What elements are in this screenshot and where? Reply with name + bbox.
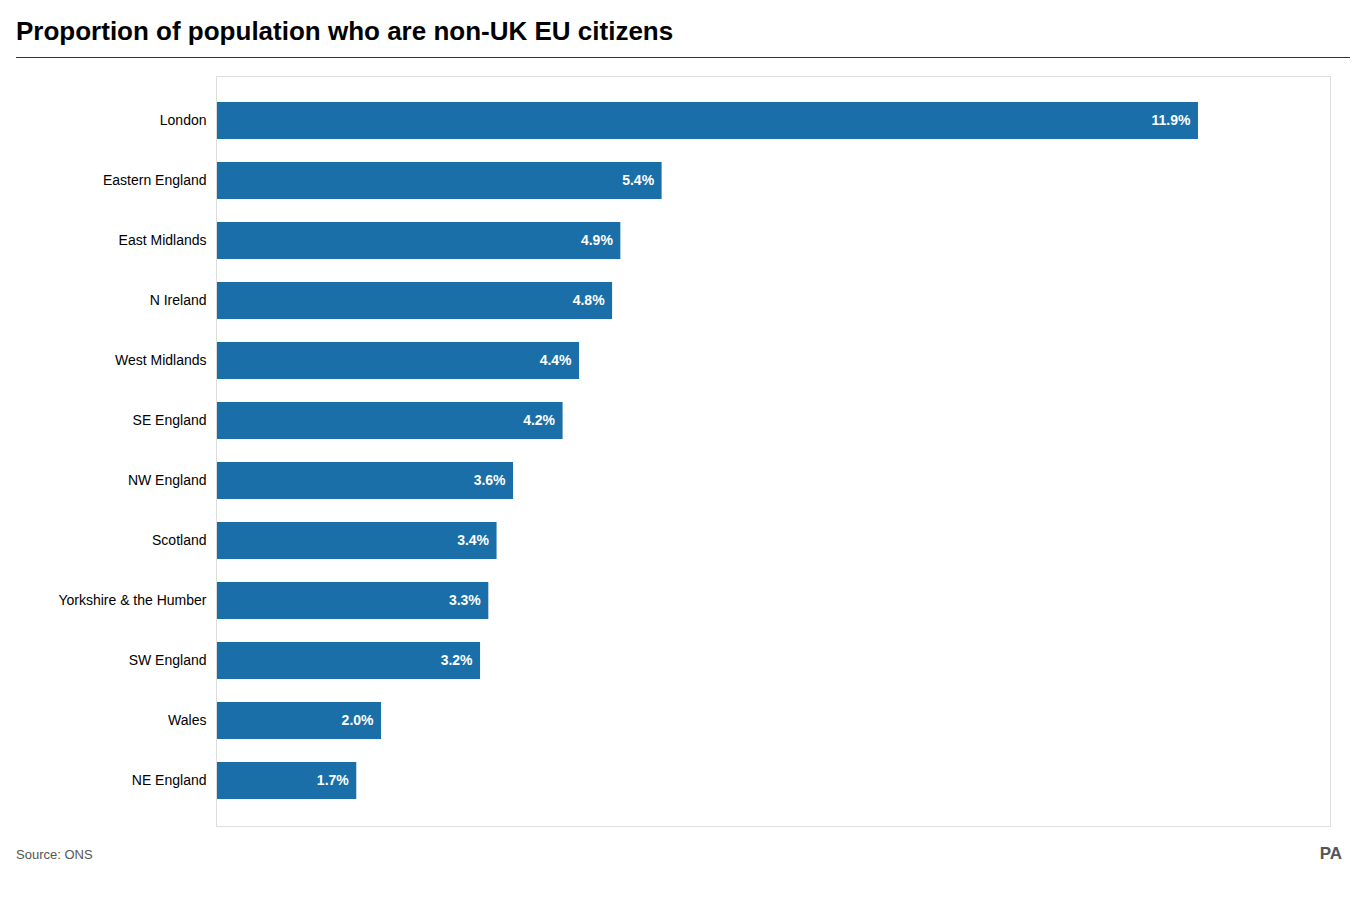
svg-text:SW England: SW England xyxy=(129,652,207,668)
svg-text:Scotland: Scotland xyxy=(152,532,206,548)
svg-text:4.8%: 4.8% xyxy=(573,292,605,308)
svg-text:Eastern England: Eastern England xyxy=(103,172,207,188)
svg-text:West Midlands: West Midlands xyxy=(115,352,207,368)
svg-text:Yorkshire & the Humber: Yorkshire & the Humber xyxy=(58,592,206,608)
svg-text:4.2%: 4.2% xyxy=(523,412,555,428)
svg-text:SE England: SE England xyxy=(133,412,207,428)
svg-text:London: London xyxy=(160,112,207,128)
svg-text:NE England: NE England xyxy=(132,772,207,788)
svg-text:4.9%: 4.9% xyxy=(581,232,613,248)
svg-text:3.3%: 3.3% xyxy=(449,592,481,608)
svg-text:3.4%: 3.4% xyxy=(457,532,489,548)
svg-text:Wales: Wales xyxy=(168,712,206,728)
svg-text:5.4%: 5.4% xyxy=(622,172,654,188)
svg-text:2.0%: 2.0% xyxy=(342,712,374,728)
html-text:Source: ONS: Source: ONS xyxy=(16,846,93,862)
svg-text:East Midlands: East Midlands xyxy=(119,232,207,248)
svg-text:1.7%: 1.7% xyxy=(317,772,349,788)
svg-text:11.9%: 11.9% xyxy=(1152,112,1191,128)
svg-text:4.4%: 4.4% xyxy=(540,352,572,368)
svg-text:N Ireland: N Ireland xyxy=(150,292,207,308)
svg-text:3.6%: 3.6% xyxy=(474,472,506,488)
svg-text:NW England: NW England xyxy=(128,472,207,488)
svg-text:3.2%: 3.2% xyxy=(441,652,473,668)
html-text:PA: PA xyxy=(1319,844,1342,863)
html-text:Proportion of population who a: Proportion of population who are non-UK … xyxy=(16,16,674,46)
